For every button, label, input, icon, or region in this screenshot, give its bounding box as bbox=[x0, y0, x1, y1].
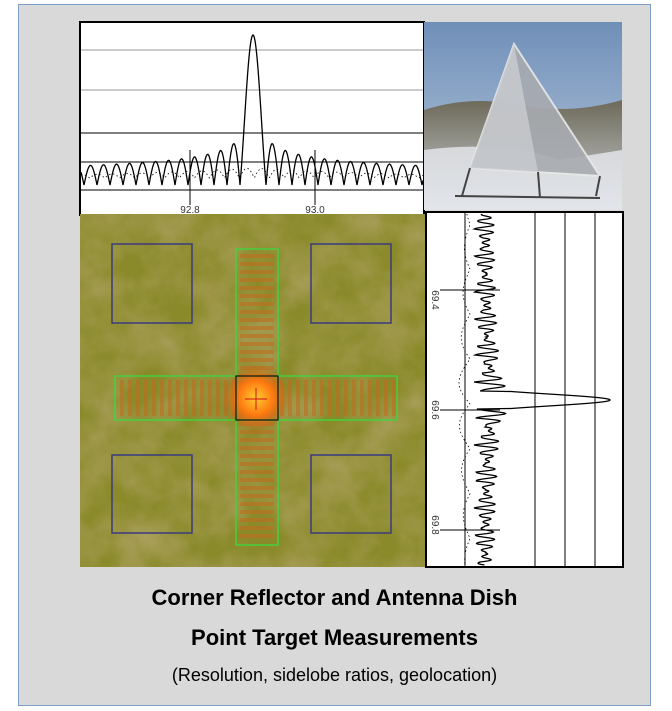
sidelobe-stripe bbox=[240, 326, 274, 330]
sidelobe-stripe bbox=[240, 270, 274, 274]
sidelobe-stripe bbox=[240, 502, 274, 506]
sidelobe-stripe bbox=[240, 494, 274, 498]
sidelobe-stripe bbox=[328, 380, 332, 416]
sidelobe-stripe bbox=[352, 380, 356, 416]
sidelobe-stripe bbox=[152, 380, 156, 416]
sidelobe-stripe bbox=[240, 454, 274, 458]
sidelobe-stripe bbox=[312, 380, 316, 416]
sidelobe-stripe bbox=[120, 380, 124, 416]
sidelobe-stripe bbox=[240, 286, 274, 290]
sidelobe-stripe bbox=[360, 380, 364, 416]
sidelobe-stripe bbox=[320, 380, 324, 416]
sidelobe-stripe bbox=[384, 380, 388, 416]
sidelobe-stripe bbox=[184, 380, 188, 416]
sidelobe-stripe bbox=[240, 470, 274, 474]
sidelobe-stripe bbox=[240, 462, 274, 466]
sidelobe-stripe bbox=[240, 478, 274, 482]
sidelobe-stripe bbox=[240, 302, 274, 306]
reflector-photo bbox=[424, 22, 622, 210]
sidelobe-stripe bbox=[240, 262, 274, 266]
sidelobe-stripe bbox=[336, 380, 340, 416]
sidelobe-stripe bbox=[240, 294, 274, 298]
sidelobe-stripe bbox=[240, 518, 274, 522]
sidelobe-stripe bbox=[168, 380, 172, 416]
sidelobe-stripe bbox=[240, 486, 274, 490]
sidelobe-stripe bbox=[136, 380, 140, 416]
sidelobe-stripe bbox=[240, 510, 274, 514]
tick-label: 69.4 bbox=[429, 290, 440, 310]
sidelobe-stripe bbox=[376, 380, 380, 416]
sidelobe-stripe bbox=[240, 438, 274, 442]
sidelobe-stripe bbox=[240, 446, 274, 450]
sidelobe-stripe bbox=[192, 380, 196, 416]
sidelobe-stripe bbox=[240, 526, 274, 530]
sar-image bbox=[80, 214, 426, 567]
tick-label: 69.6 bbox=[429, 400, 440, 420]
tick-label: 69.8 bbox=[429, 515, 440, 535]
caption-subtitle: (Resolution, sidelobe ratios, geolocatio… bbox=[18, 665, 651, 686]
sidelobe-stripe bbox=[296, 380, 300, 416]
caption-title: Point Target Measurements bbox=[18, 625, 651, 651]
sidelobe-stripe bbox=[240, 310, 274, 314]
sidelobe-stripe bbox=[304, 380, 308, 416]
sidelobe-stripe bbox=[240, 334, 274, 338]
sidelobe-stripe bbox=[176, 380, 180, 416]
sidelobe-stripe bbox=[240, 278, 274, 282]
sidelobe-stripe bbox=[392, 380, 396, 416]
page: {"figure": {"plot_top": {"tick_labels": … bbox=[0, 0, 672, 711]
sidelobe-stripe bbox=[368, 380, 372, 416]
caption-title: Corner Reflector and Antenna Dish bbox=[18, 585, 651, 611]
impulse-plot-right: 69.4 69.6 69.8 bbox=[426, 212, 623, 567]
impulse-plot-top: 92.8 93.0 bbox=[80, 22, 424, 216]
sidelobe-stripe bbox=[128, 380, 132, 416]
sidelobe-stripe bbox=[144, 380, 148, 416]
sidelobe-stripe bbox=[240, 254, 274, 258]
sidelobe-stripe bbox=[344, 380, 348, 416]
sidelobe-stripe bbox=[208, 380, 212, 416]
sidelobe-stripe bbox=[240, 358, 274, 362]
sidelobe-stripe bbox=[240, 534, 274, 538]
sidelobe-stripe bbox=[240, 350, 274, 354]
sidelobe-stripe bbox=[160, 380, 164, 416]
sidelobe-stripe bbox=[240, 318, 274, 322]
sidelobe-stripe bbox=[240, 342, 274, 346]
sidelobe-stripe bbox=[200, 380, 204, 416]
sidelobe-stripe bbox=[216, 380, 220, 416]
